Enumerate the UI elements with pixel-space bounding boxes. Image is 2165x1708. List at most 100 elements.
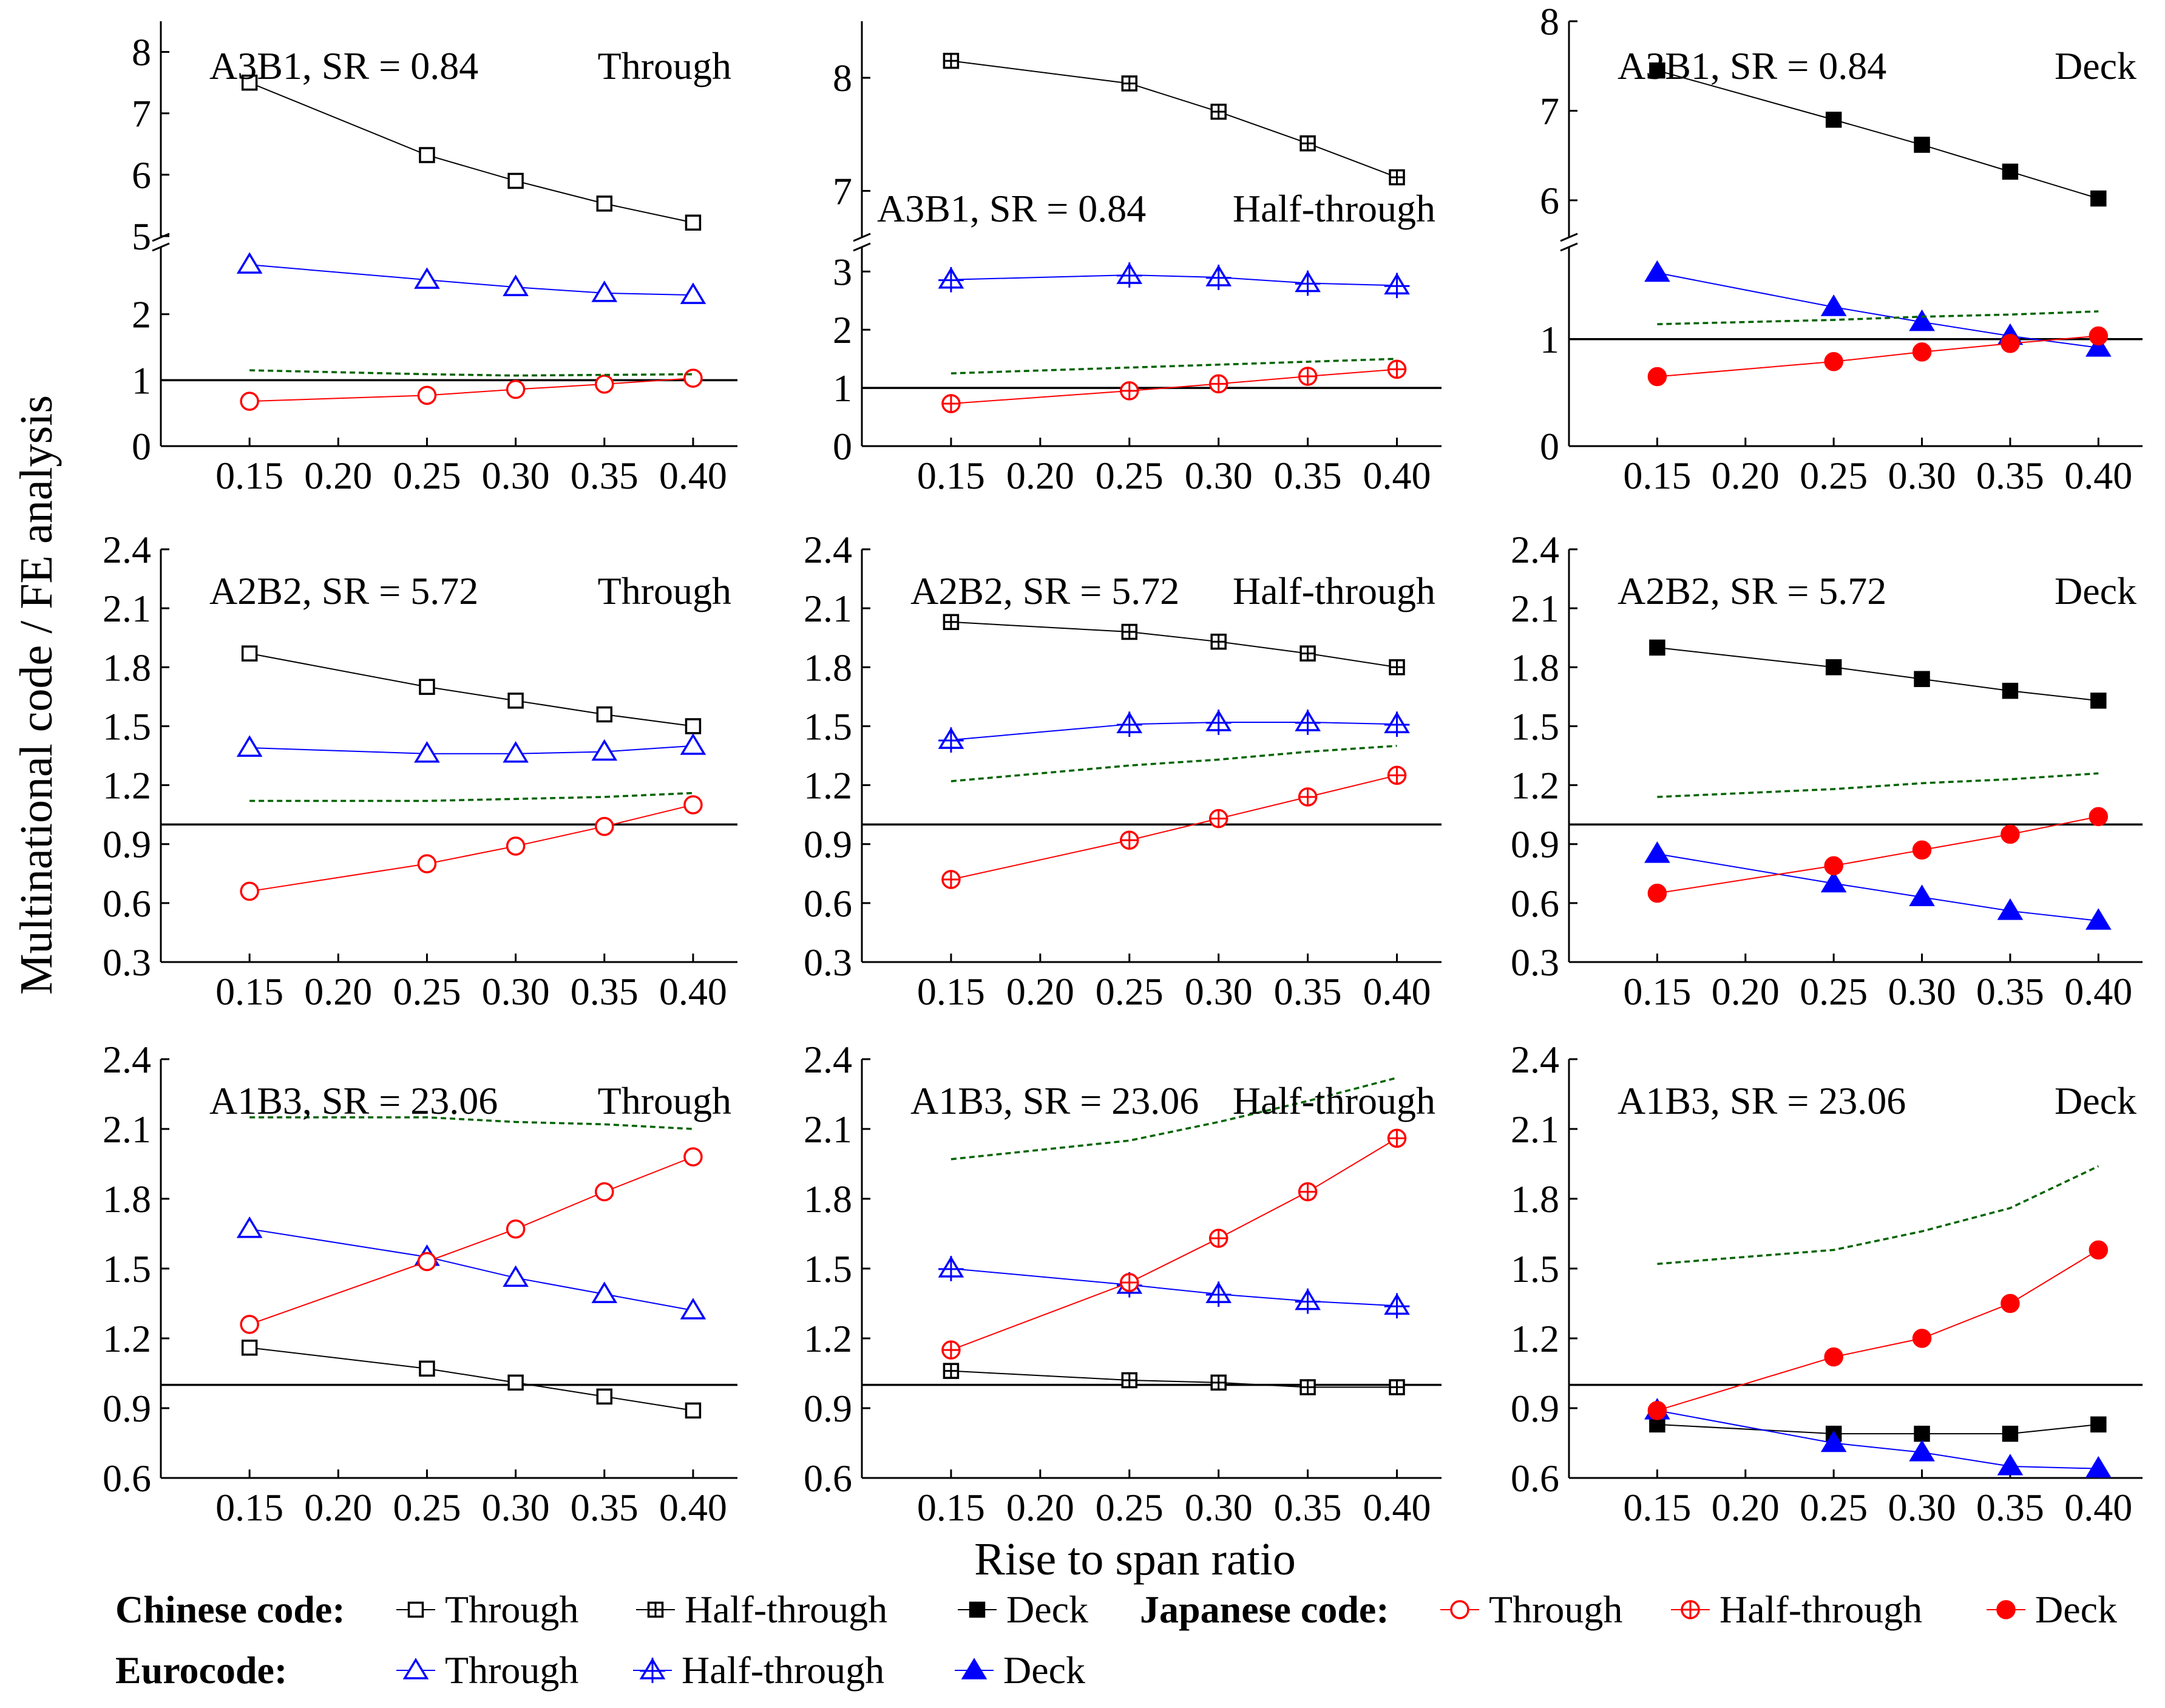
panel-case-label: A1B3, SR = 23.06: [1618, 1079, 1906, 1122]
y-tick-label: 3: [833, 250, 852, 293]
x-tick-label: 0.20: [1006, 1486, 1074, 1529]
series-line-3: [249, 804, 694, 892]
y-tick-label: 1.8: [1511, 646, 1559, 689]
data-point-open-square: [507, 693, 524, 709]
series-line-3: [950, 774, 1397, 880]
x-tick-label: 0.20: [1006, 970, 1074, 1013]
x-tick-label: 0.25: [1800, 1486, 1868, 1529]
chart-panel-5: 0.15 0.20 0.25 0.30 0.35 0.40 0.3 0.6 0.9 1.2 1.5 1…: [804, 528, 1442, 1013]
data-point-open-triangle: [680, 733, 706, 755]
x-tick-label: 0.35: [1274, 454, 1342, 497]
data-point-filled-square: [2002, 682, 2019, 699]
series-line-dashed: [249, 369, 693, 377]
y-tick-label: 0.9: [1511, 823, 1559, 866]
legend-japanese-through: Through: [1489, 1588, 1622, 1631]
series-line-1: [950, 60, 1397, 178]
data-point-open-circle: [595, 816, 614, 836]
data-point-filled-square: [1649, 62, 1665, 79]
y-tick-label: 0.6: [1511, 1457, 1559, 1500]
series-line-dashed: [1657, 310, 2099, 325]
x-tick-label: 0.25: [1096, 970, 1164, 1013]
x-axis-label: Rise to span ratio: [974, 1534, 1296, 1585]
data-point-open-triangle: [236, 1216, 263, 1238]
data-point-filled-circle: [1912, 342, 1932, 362]
data-point-open-square: [685, 1402, 702, 1419]
data-point-filled-triangle: [2085, 1456, 2112, 1478]
series-line-2: [249, 264, 693, 296]
data-point-filled-triangle: [1909, 309, 1935, 331]
data-point-open-square: [685, 718, 702, 734]
x-tick-label: 0.30: [1185, 1486, 1253, 1529]
data-point-open-circle: [506, 1219, 526, 1239]
y-tick-label: 2.1: [103, 587, 151, 630]
x-tick-label: 0.20: [1712, 970, 1780, 1013]
y-tick-label: 1.2: [1511, 1317, 1559, 1360]
y-tick-label: 0.6: [804, 882, 852, 925]
y-tick-label: 0.6: [804, 1457, 852, 1500]
data-point-filled-square: [1825, 112, 1842, 128]
panel-case-label: A1B3, SR = 23.06: [209, 1079, 498, 1122]
x-tick-label: 0.25: [1800, 454, 1868, 497]
axis-break-gap: [152, 237, 169, 247]
data-point-open-circle: [240, 391, 259, 411]
x-tick-label: 0.15: [917, 454, 985, 497]
series-line-2: [249, 1228, 694, 1311]
axis-break-mark: [853, 232, 871, 242]
series-line-1: [249, 1347, 694, 1411]
x-tick-label: 0.30: [1888, 970, 1956, 1013]
data-point-filled-triangle: [1909, 1440, 1935, 1462]
data-point-filled-triangle: [1997, 1454, 2024, 1476]
y-tick-label: 1.5: [1511, 1247, 1559, 1290]
x-tick-label: 0.25: [1096, 454, 1164, 497]
data-point-filled-circle: [1647, 883, 1667, 903]
data-point-open-triangle: [503, 1265, 529, 1287]
x-tick-label: 0.15: [917, 1486, 985, 1529]
data-point-filled-circle: [2001, 1293, 2020, 1313]
x-tick-label: 0.25: [1096, 1486, 1164, 1529]
legend-eurocode-through-marker: [396, 1658, 435, 1679]
y-tick-label: 1.2: [1511, 764, 1559, 807]
x-tick-label: 0.40: [2064, 1486, 2132, 1529]
chart-panel-1: 0.15 0.20 0.25 0.30 0.35 0.40 0 1 2 5 6 7 8 A3B1, SR …: [132, 21, 737, 497]
data-point-filled-circle: [2089, 1240, 2109, 1260]
panel-bridge-type: Through: [598, 44, 731, 87]
panel-bridge-type: Through: [598, 569, 731, 612]
x-tick-label: 0.25: [1800, 970, 1868, 1013]
chart-panel-3: 0.15 0.20 0.25 0.30 0.35 0.40 0 1 6 7 8 A3B1, SR = …: [1540, 0, 2143, 497]
data-point-open-square: [507, 1374, 524, 1391]
series-line-2: [1657, 853, 2099, 921]
y-tick-label: 1.5: [804, 705, 852, 748]
data-point-open-circle: [595, 374, 614, 394]
legend-marker-open-square: [407, 1601, 424, 1618]
data-point-open-circle: [595, 1182, 614, 1202]
y-tick-label: 1.5: [103, 705, 151, 748]
data-point-open-circle: [240, 1315, 259, 1334]
panel-bridge-type: Half-through: [1233, 569, 1435, 612]
x-tick-label: 0.35: [571, 1486, 639, 1529]
data-point-filled-triangle: [1997, 898, 2024, 920]
x-tick-label: 0.40: [659, 970, 727, 1013]
series-line-dashed: [1657, 772, 2099, 798]
panel-case-label: A3B1, SR = 0.84: [877, 187, 1146, 230]
y-tick-label: 0.9: [103, 823, 151, 866]
data-point-filled-square: [2090, 693, 2107, 709]
y-tick-label: 0.6: [103, 1457, 151, 1500]
series-line-2: [950, 1268, 1397, 1307]
y-tick-label: 0.3: [1511, 941, 1559, 984]
series-line-dashed: [249, 1116, 694, 1130]
x-tick-label: 0.30: [482, 970, 550, 1013]
axis-break-mark: [152, 232, 170, 242]
x-tick-label: 0.15: [917, 970, 985, 1013]
data-point-filled-triangle: [2085, 335, 2112, 357]
data-point-open-circle: [417, 385, 437, 405]
y-tick-label: 2.1: [804, 1108, 852, 1151]
panel-bridge-type: Through: [598, 1079, 731, 1122]
data-point-filled-circle: [1912, 840, 1932, 860]
y-tick-label: 0.3: [804, 941, 852, 984]
data-point-open-triangle: [236, 735, 263, 757]
data-point-open-circle: [240, 881, 259, 901]
series-line-2: [950, 274, 1397, 286]
series-line-3: [950, 1137, 1398, 1351]
y-tick-label: 2.4: [1511, 1038, 1559, 1081]
axis-break-gap: [1560, 237, 1577, 247]
